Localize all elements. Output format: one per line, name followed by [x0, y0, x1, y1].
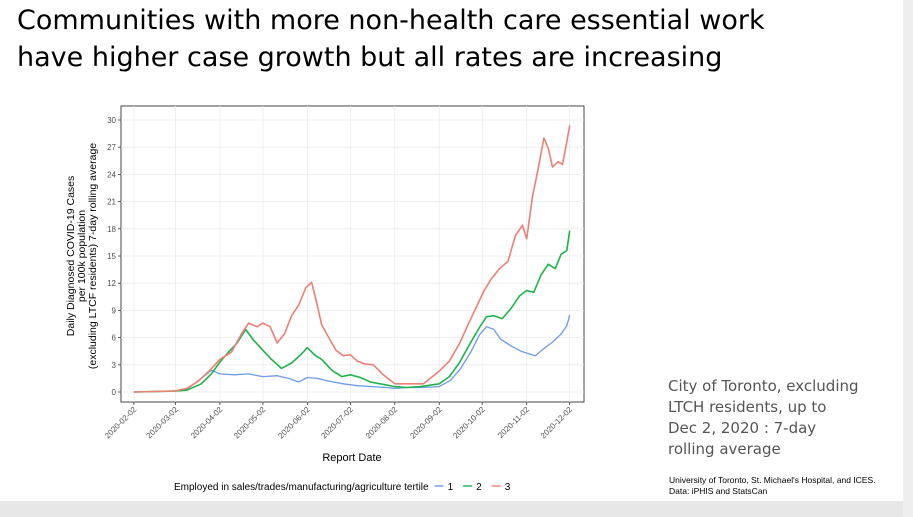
x-tick-label: 2020-07-02 [319, 405, 355, 441]
y-tick-label: 0 [112, 388, 117, 397]
legend-label-tertile-3: 3 [505, 482, 511, 493]
x-axis-title: Report Date [322, 452, 381, 464]
y-tick-label: 12 [107, 279, 116, 288]
y-axis-title-line-3: (excluding LTCF residents) 7-day rolling… [87, 143, 99, 369]
data-note-line-2: LTCH residents, up to [668, 398, 827, 416]
data-note-line-3: Dec 2, 2020 : 7-day [668, 419, 817, 437]
x-tick-label: 2020-12-02 [539, 405, 575, 441]
slide-title: Communities with more non-health care es… [17, 2, 897, 76]
legend-label-tertile-2: 2 [476, 482, 482, 493]
data-note: City of Toronto, excluding LTCH resident… [668, 376, 888, 460]
x-tick-label: 2020-11-02 [496, 405, 531, 440]
slide-title-line-1: Communities with more non-health care es… [17, 5, 765, 36]
series-lines [133, 125, 571, 393]
bottom-bar [0, 501, 913, 517]
data-note-line-1: City of Toronto, excluding [668, 377, 859, 395]
series-line-tertile-1 [133, 314, 571, 393]
slide-title-line-2: have higher case growth but all rates ar… [17, 42, 723, 73]
x-tick-label: 2020-02-02 [103, 405, 139, 441]
x-tick-label: 2020-06-02 [276, 405, 312, 441]
source-line-1: University of Toronto, St. Michael's Hos… [669, 475, 876, 485]
source-line-2: Data: iPHIS and StatsCan [669, 486, 768, 496]
y-tick-label: 9 [112, 306, 117, 315]
x-tick-label: 2020-04-02 [189, 405, 225, 441]
y-tick-label: 3 [112, 361, 117, 370]
source-credit: University of Toronto, St. Michael's Hos… [669, 475, 909, 497]
x-tick-label: 2020-08-02 [364, 405, 400, 441]
y-tick-label: 15 [107, 252, 116, 261]
series-line-tertile-2 [133, 230, 571, 393]
legend-label-tertile-1: 1 [448, 482, 454, 493]
series-line-tertile-3 [133, 125, 571, 393]
legend: Employed in sales/trades/manufacturing/a… [174, 482, 511, 493]
y-tick-label: 6 [112, 334, 117, 343]
x-tick-label: 2020-09-02 [408, 405, 444, 441]
x-tick-label: 2020-05-02 [232, 405, 268, 441]
legend-title: Employed in sales/trades/manufacturing/a… [174, 482, 429, 493]
x-tick-label: 2020-10-02 [451, 405, 487, 441]
data-note-line-4: rolling average [668, 440, 781, 458]
y-axis-title: Daily Diagnosed COVID-19 Cases per 100k … [65, 143, 99, 369]
y-tick-label: 21 [107, 198, 116, 207]
right-edge-bar [903, 0, 913, 517]
y-axis-title-line-1: Daily Diagnosed COVID-19 Cases [65, 176, 77, 336]
y-tick-label: 27 [107, 143, 116, 152]
y-tick-label: 30 [107, 116, 116, 125]
x-tick-label: 2020-03-02 [145, 405, 181, 441]
y-axis-title-line-2: per 100k population [76, 210, 88, 302]
y-tick-label: 24 [107, 170, 116, 179]
y-tick-label: 18 [107, 225, 116, 234]
plot-panel [120, 105, 585, 403]
grid-lines [121, 106, 584, 402]
